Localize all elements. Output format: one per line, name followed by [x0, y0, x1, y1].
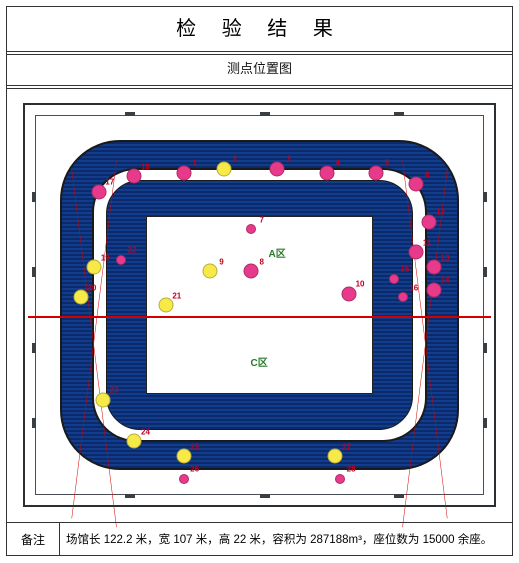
measure-point-label-5: 5: [385, 159, 389, 168]
measure-point-label-16: 16: [409, 283, 418, 292]
footer-row: 备注 场馆长 122.2 米，宽 107 米，高 22 米，容积为 287188…: [7, 522, 512, 555]
measure-point-label-25: 25: [190, 442, 199, 451]
measure-point-24: [127, 434, 142, 449]
measure-point-label-7: 7: [260, 215, 264, 224]
measure-point-label-18: 18: [141, 163, 150, 172]
measure-point-label-12: 12: [436, 208, 445, 217]
measure-point-3: [270, 161, 285, 176]
measure-point-label-11: 11: [423, 238, 431, 247]
arena-outer: A区 C区 1234567891011121314151617181920212…: [23, 103, 496, 507]
measure-point-label-28: 28: [347, 465, 356, 474]
measure-point-1: [176, 165, 191, 180]
subtitle: 测点位置图: [7, 55, 512, 83]
measure-point-label-20: 20: [87, 283, 96, 292]
measure-point-label-13: 13: [441, 253, 450, 262]
measure-point-label-24: 24: [141, 427, 150, 436]
measure-point-9: [203, 263, 218, 278]
measure-point-label-22: 22: [128, 246, 137, 255]
measure-point-10: [341, 286, 356, 301]
footer-text: 场馆长 122.2 米，宽 107 米，高 22 米，容积为 287188m³，…: [60, 523, 512, 555]
diagram-area: A区 C区 1234567891011121314151617181920212…: [17, 97, 502, 513]
measure-point-label-23: 23: [110, 386, 119, 395]
measure-point-4: [319, 165, 334, 180]
measure-point-label-26: 26: [190, 465, 199, 474]
measure-point-25: [176, 449, 191, 464]
measure-point-label-14: 14: [441, 276, 450, 285]
measure-point-16: [398, 292, 408, 302]
measure-point-21: [158, 298, 173, 313]
measure-point-label-3: 3: [286, 155, 290, 164]
measure-point-5: [368, 165, 383, 180]
measure-point-label-4: 4: [335, 159, 339, 168]
footer-label: 备注: [7, 523, 60, 555]
measure-point-label-8: 8: [260, 257, 264, 266]
measure-point-label-1: 1: [192, 159, 196, 168]
measure-point-12: [422, 214, 437, 229]
measure-point-14: [426, 282, 441, 297]
measure-point-6: [408, 177, 423, 192]
document-frame: 检 验 结 果 测点位置图 A区 C区 12345678910111213141…: [6, 6, 513, 556]
measure-point-label-2: 2: [233, 155, 237, 164]
measure-point-23: [96, 392, 111, 407]
measure-point-label-10: 10: [356, 280, 365, 289]
measure-point-label-19: 19: [101, 253, 110, 262]
measurement-points-layer: 1234567891011121314151617181920212223242…: [36, 116, 483, 494]
measure-point-18: [127, 169, 142, 184]
measure-point-8: [243, 263, 258, 278]
measure-point-label-27: 27: [342, 442, 351, 451]
measure-point-label-9: 9: [219, 257, 223, 266]
measure-point-26: [179, 474, 189, 484]
measure-point-label-15: 15: [400, 265, 409, 274]
page: 检 验 结 果 测点位置图 A区 C区 12345678910111213141…: [0, 0, 519, 562]
measure-point-13: [426, 260, 441, 275]
measure-point-11: [408, 245, 423, 260]
measure-point-7: [246, 224, 256, 234]
measure-point-label-17: 17: [105, 178, 114, 187]
measure-point-15: [389, 274, 399, 284]
measure-point-28: [335, 474, 345, 484]
measure-point-22: [116, 255, 126, 265]
measure-point-19: [87, 260, 102, 275]
measure-point-20: [73, 290, 88, 305]
measure-point-label-6: 6: [425, 170, 429, 179]
arena-inner-frame: A区 C区 1234567891011121314151617181920212…: [35, 115, 484, 495]
measure-point-27: [328, 449, 343, 464]
measure-point-label-21: 21: [172, 291, 181, 300]
page-title: 检 验 结 果: [7, 7, 512, 51]
measure-point-17: [91, 184, 106, 199]
measure-point-2: [216, 161, 231, 176]
